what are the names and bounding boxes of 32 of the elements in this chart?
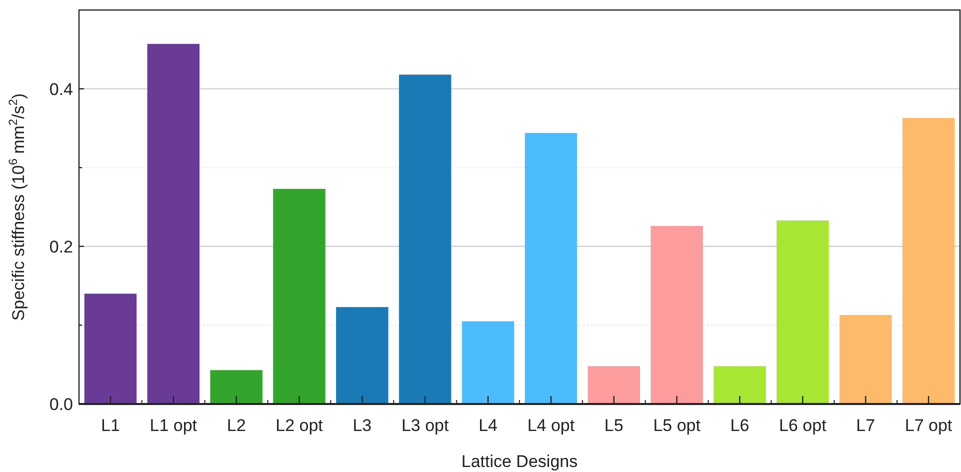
bar bbox=[776, 220, 829, 404]
bar bbox=[588, 366, 640, 404]
bar bbox=[902, 118, 955, 404]
y-tick-label: 0.4 bbox=[49, 80, 73, 99]
bar bbox=[398, 74, 452, 404]
bar bbox=[462, 321, 514, 404]
x-tick-label: L6 bbox=[730, 416, 750, 435]
x-tick-label: L4 opt bbox=[527, 416, 575, 435]
bar bbox=[650, 226, 703, 404]
y-tick-label: 0.0 bbox=[49, 394, 73, 414]
bar bbox=[147, 44, 200, 404]
x-tick-label: L1 opt bbox=[150, 416, 198, 435]
x-tick-label: L6 opt bbox=[779, 416, 827, 435]
x-tick-label: L2 bbox=[226, 416, 246, 435]
y-tick-label: 0.2 bbox=[49, 237, 73, 256]
x-tick-label: L4 bbox=[478, 416, 498, 435]
x-tick-label: L3 bbox=[352, 416, 372, 435]
bar bbox=[84, 294, 137, 404]
bar bbox=[273, 188, 326, 404]
x-tick-label: L5 opt bbox=[653, 416, 701, 435]
bar bbox=[336, 307, 388, 404]
x-tick-label: L7 bbox=[856, 416, 876, 435]
bar bbox=[839, 314, 892, 404]
x-tick-label: L3 opt bbox=[401, 416, 450, 435]
x-tick-label: L2 opt bbox=[276, 416, 324, 435]
x-tick-label: L1 bbox=[101, 416, 120, 435]
bar bbox=[524, 132, 578, 404]
x-tick-label: L7 opt bbox=[904, 416, 952, 435]
x-tick-label: L5 bbox=[604, 416, 624, 435]
bar bbox=[210, 370, 262, 404]
bar bbox=[714, 366, 766, 404]
x-axis-title: Lattice Designs bbox=[461, 452, 578, 471]
